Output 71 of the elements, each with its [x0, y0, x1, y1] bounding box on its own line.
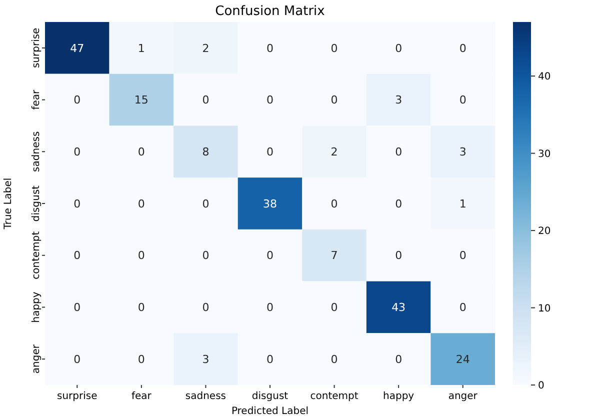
data-label: 0: [74, 145, 81, 158]
y-tick-label: contempt: [31, 231, 42, 280]
chart-title: Confusion Matrix: [215, 4, 326, 19]
y-tick-label: disgust: [31, 185, 42, 222]
data-label: 0: [74, 197, 81, 210]
y-tick-label: happy: [31, 292, 42, 323]
y-tick-label: fear: [31, 88, 42, 110]
data-label: 0: [138, 249, 145, 262]
data-label: 0: [266, 145, 274, 158]
data-label: 3: [459, 145, 466, 158]
data-label: 0: [266, 352, 274, 366]
data-label: 0: [459, 42, 466, 55]
data-label: 0: [395, 197, 402, 210]
data-label: 8: [202, 145, 210, 158]
color-bar-label: 10: [538, 303, 551, 314]
data-label: 0: [74, 249, 81, 262]
data-label: 0: [266, 301, 274, 314]
data-label: 0: [459, 249, 466, 262]
color-bar-label: 0: [538, 380, 544, 392]
data-label: 0: [202, 249, 210, 262]
data-label: 0: [74, 94, 81, 107]
y-tick-label: sadness: [31, 131, 42, 172]
data-label: 24: [456, 352, 470, 366]
data-label: 0: [266, 249, 274, 262]
color-bar-label: 30: [538, 148, 551, 160]
data-label: 0: [74, 301, 81, 314]
color-bar-label: 20: [538, 226, 551, 238]
x-tick-label: anger: [448, 391, 478, 402]
x-tick-label: contempt: [310, 391, 358, 402]
data-label: 0: [202, 197, 210, 210]
data-label: 0: [395, 42, 402, 55]
data-label: 7: [330, 249, 338, 262]
data-label: 2: [330, 145, 338, 158]
x-tick-label: happy: [383, 391, 414, 402]
x-axis-title: Predicted Label: [231, 406, 309, 417]
data-label: 0: [395, 145, 402, 158]
x-tick-label: sadness: [185, 391, 226, 402]
y-tick-label: anger: [31, 344, 42, 374]
data-label: 38: [263, 197, 277, 210]
data-label: 1: [138, 42, 145, 55]
data-label: 0: [330, 301, 338, 314]
data-label: 3: [202, 352, 210, 366]
data-label: 0: [202, 94, 210, 107]
data-label: 43: [392, 301, 406, 314]
data-label: 0: [266, 94, 274, 107]
data-label: 0: [330, 94, 338, 107]
y-tick-label: surprise: [31, 28, 42, 68]
data-label: 0: [330, 352, 338, 366]
data-label: 47: [70, 42, 84, 55]
data-label: 0: [395, 249, 402, 262]
data-label: 0: [330, 197, 338, 210]
x-tick-label: fear: [131, 391, 152, 402]
data-label: 0: [202, 301, 210, 314]
x-tick-label: disgust: [252, 391, 288, 402]
y-axis-title: True Label: [3, 178, 14, 230]
data-label: 0: [459, 301, 466, 314]
data-label: 0: [266, 42, 274, 55]
data-label: 0: [138, 352, 145, 366]
data-label: 1: [459, 197, 466, 210]
data-label: 0: [138, 197, 145, 210]
x-tick-label: surprise: [57, 391, 98, 402]
data-label: 0: [459, 94, 466, 107]
color-bar-label: 40: [538, 72, 551, 83]
data-label: 2: [202, 42, 210, 55]
data-label: 0: [138, 301, 145, 314]
data-label: 0: [138, 145, 145, 158]
data-label: 0: [74, 352, 81, 366]
data-label: 15: [134, 94, 148, 107]
data-label: 0: [395, 352, 402, 366]
data-label: 0: [330, 42, 338, 55]
data-label: 3: [395, 94, 402, 107]
